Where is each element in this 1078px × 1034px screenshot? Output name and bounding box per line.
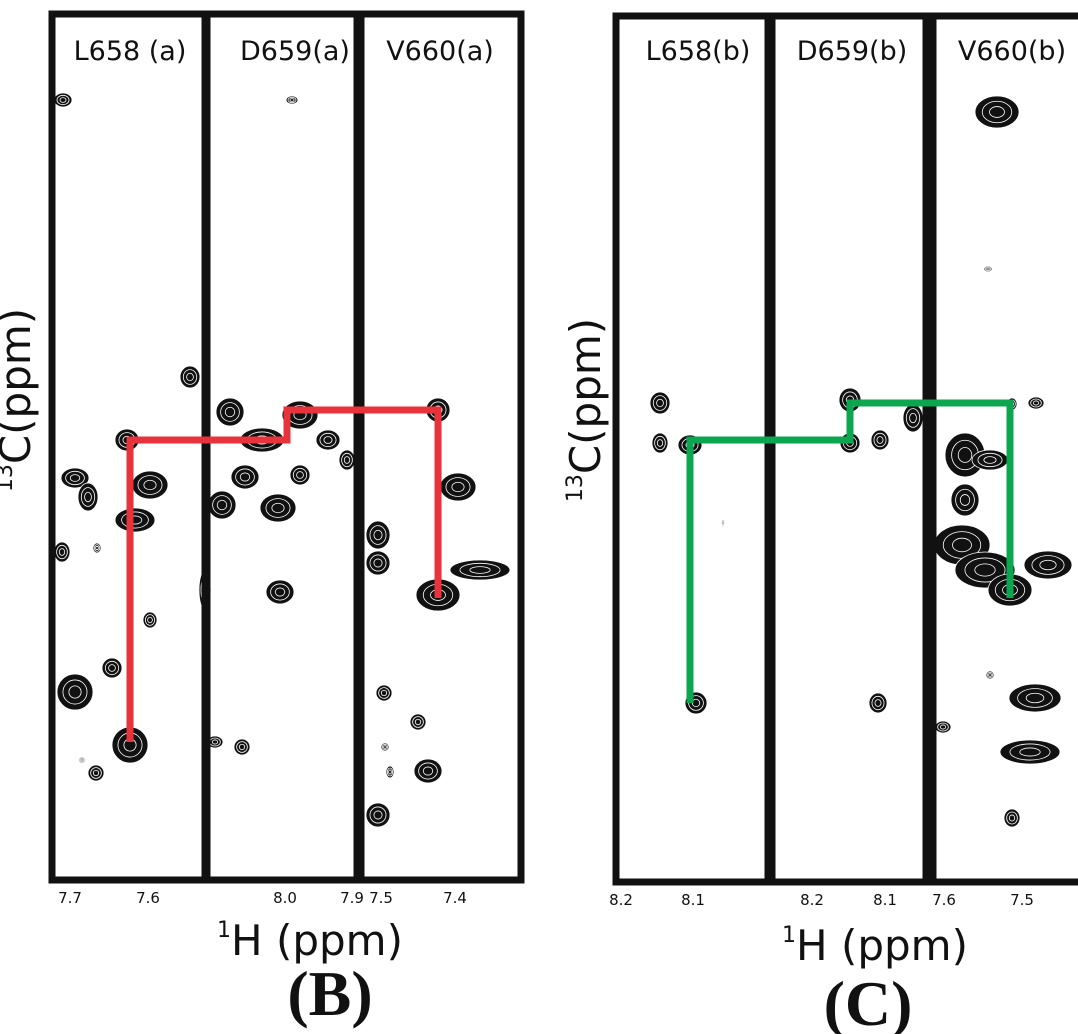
sequential-walk [126,406,442,742]
x-tick-label: 8.1 [873,891,897,909]
contour [983,456,997,464]
contour [874,699,882,707]
x-tick-label: 8.2 [800,891,824,909]
contour [957,447,973,463]
x-axis-title: 1H (ppm) [782,921,968,970]
strip-frame [612,12,772,886]
x-tick-label: 7.6 [932,891,956,909]
contour [143,479,157,491]
contour [373,529,383,541]
contour [271,502,285,514]
strip-label: D659(b) [797,36,908,67]
x-tick-label: 8.0 [273,889,297,907]
superscript: 13 [0,464,18,492]
contour [986,267,990,271]
contour [274,587,286,597]
contour [239,472,251,482]
contour [876,436,884,444]
contour [388,769,392,775]
contour [373,810,383,820]
strip-label: L658(b) [646,36,751,67]
strip-label: L658 (a) [74,36,187,67]
strip-frame [203,10,361,884]
x-tick-label: 7.7 [58,889,82,907]
x-tick-label: 8.2 [609,891,633,909]
axis-text: C(ppm) [0,308,40,464]
contour [289,98,295,102]
contour [469,566,491,574]
contour [1008,814,1016,822]
contour [58,548,66,556]
superscript: 1 [217,918,231,943]
contour [92,769,100,777]
contour [80,758,84,762]
contour [383,745,387,749]
contour [1019,747,1041,757]
sequential-walk [686,399,1014,703]
contour [974,563,996,577]
axis-text: H (ppm) [796,921,968,970]
contour [224,406,236,418]
x-tick-label: 8.1 [681,891,705,909]
panel-letter: (C) [824,968,913,1034]
contour [186,372,194,382]
contour [211,739,219,745]
contour [1025,692,1045,704]
contour [1039,559,1057,571]
strip-frame [768,12,930,886]
contour [656,398,664,408]
y-axis-title: 13C(ppm) [0,308,40,492]
axis-text: C(ppm) [561,318,610,474]
contour [373,558,383,568]
contour [952,537,972,553]
contour [69,474,81,482]
contour [988,673,992,677]
strip-frame [929,12,1078,886]
x-tick-label: 7.5 [1010,891,1034,909]
contour [238,743,246,751]
contour [108,664,116,672]
contour [959,494,971,506]
contour [721,521,725,525]
strip-frame [357,10,525,884]
x-axis-title: 1H (ppm) [217,916,403,965]
contour [343,456,351,464]
x-tick-label: 7.5 [369,889,393,907]
contour [939,724,947,730]
y-axis-title: 13C(ppm) [561,318,610,502]
x-tick-label: 7.9 [340,889,364,907]
panel-letter: (B) [287,958,372,1029]
superscript: 13 [563,474,588,502]
axis-text: H (ppm) [231,916,403,965]
contour [1032,400,1040,406]
contour [323,436,333,444]
contour [380,689,388,697]
contour [59,97,67,103]
contour [414,718,422,726]
strip-label: V660(b) [958,36,1066,67]
superscript: 1 [782,923,796,948]
contour [296,471,304,479]
contour [216,499,228,511]
contour [68,685,82,699]
contour [422,766,434,776]
x-tick-label: 7.4 [443,889,467,907]
contour [95,545,99,551]
strip-label: V660(a) [386,36,494,67]
contour [84,491,92,503]
contour [656,439,664,447]
contour [147,616,153,624]
contour [451,481,465,493]
contour [909,412,917,424]
strip-label: D659(a) [240,36,350,67]
x-tick-label: 7.6 [136,889,160,907]
contour [989,106,1005,118]
